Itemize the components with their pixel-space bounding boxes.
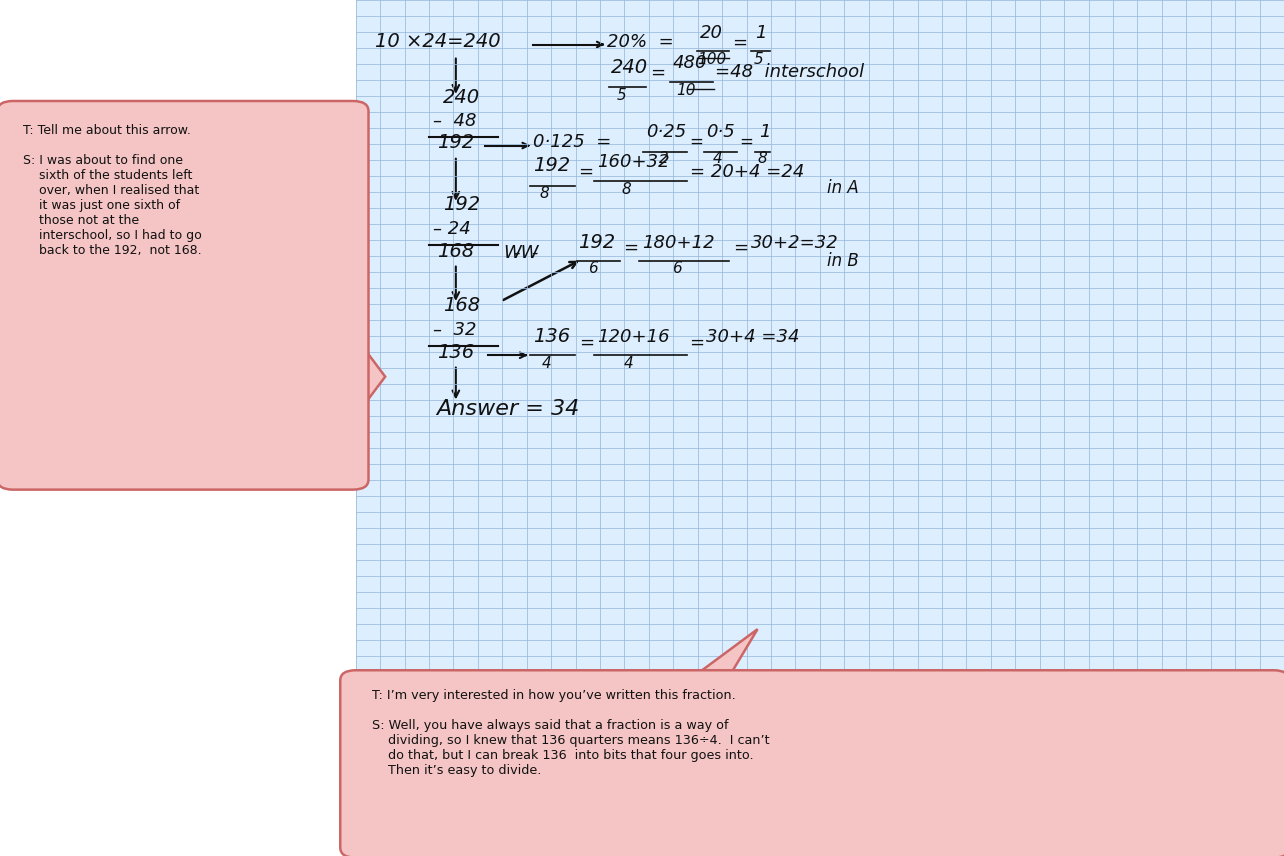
Text: 20%  =: 20% = bbox=[607, 33, 674, 51]
Text: 168: 168 bbox=[437, 242, 474, 261]
Text: 4: 4 bbox=[713, 151, 723, 166]
Text: =: = bbox=[623, 239, 638, 257]
Text: 136: 136 bbox=[533, 327, 570, 346]
Text: 2: 2 bbox=[659, 151, 669, 166]
Text: T: I’m very interested in how you’ve written this fraction.

S: Well, you have a: T: I’m very interested in how you’ve wri… bbox=[372, 689, 770, 777]
Text: 480: 480 bbox=[673, 54, 707, 72]
Text: 168: 168 bbox=[443, 296, 480, 315]
Text: 120+16: 120+16 bbox=[597, 328, 670, 346]
Text: Answer = 34: Answer = 34 bbox=[437, 400, 580, 419]
Text: W̵W̵: W̵W̵ bbox=[503, 244, 539, 262]
Text: 100: 100 bbox=[697, 51, 727, 67]
Text: –  48: – 48 bbox=[433, 112, 476, 130]
Text: 8: 8 bbox=[621, 181, 632, 197]
Text: 8: 8 bbox=[539, 186, 550, 201]
Text: =: = bbox=[578, 163, 593, 181]
Text: 240: 240 bbox=[443, 88, 480, 107]
Text: 160+32: 160+32 bbox=[597, 153, 670, 171]
Text: 180+12: 180+12 bbox=[642, 234, 715, 252]
Text: 10 ×24=240: 10 ×24=240 bbox=[375, 33, 501, 51]
Text: 6: 6 bbox=[672, 261, 682, 276]
Text: =: = bbox=[740, 133, 754, 151]
Text: 6: 6 bbox=[588, 261, 598, 276]
Text: 192: 192 bbox=[437, 134, 474, 152]
Text: 5: 5 bbox=[754, 51, 764, 67]
Text: =: = bbox=[732, 33, 747, 51]
Text: =: = bbox=[690, 133, 704, 151]
Text: 30+2=32: 30+2=32 bbox=[751, 234, 838, 252]
Text: T: Tell me about this arrow.

S: I was about to find one
    sixth of the studen: T: Tell me about this arrow. S: I was ab… bbox=[23, 124, 202, 257]
Text: 0·5: 0·5 bbox=[706, 123, 734, 141]
Text: 5: 5 bbox=[616, 87, 627, 103]
Text: –  32: – 32 bbox=[433, 321, 476, 339]
Text: =: = bbox=[650, 63, 665, 81]
Text: 8: 8 bbox=[758, 151, 768, 166]
Text: in B: in B bbox=[827, 252, 859, 270]
Text: 192: 192 bbox=[578, 233, 615, 252]
Text: 10: 10 bbox=[677, 82, 696, 98]
Text: 1: 1 bbox=[759, 123, 770, 141]
Text: 192: 192 bbox=[443, 195, 480, 214]
Text: = 20+4 =24: = 20+4 =24 bbox=[690, 163, 804, 181]
Text: 4: 4 bbox=[624, 355, 634, 371]
Text: =48  interschool: =48 interschool bbox=[715, 63, 864, 81]
Text: 0·25: 0·25 bbox=[646, 123, 686, 141]
Text: in A: in A bbox=[827, 179, 859, 197]
Text: 1: 1 bbox=[755, 24, 767, 42]
Text: 240: 240 bbox=[611, 58, 648, 77]
Text: – 24: – 24 bbox=[433, 220, 470, 238]
Text: 136: 136 bbox=[437, 343, 474, 362]
Text: 4: 4 bbox=[542, 355, 552, 371]
Text: =: = bbox=[733, 239, 749, 257]
Text: =: = bbox=[690, 334, 705, 352]
Text: =: = bbox=[579, 334, 594, 352]
Text: 0·125  =: 0·125 = bbox=[533, 133, 611, 151]
Text: 30+4 =34: 30+4 =34 bbox=[706, 328, 800, 346]
Text: 192: 192 bbox=[533, 157, 570, 175]
Text: 20: 20 bbox=[700, 24, 723, 42]
